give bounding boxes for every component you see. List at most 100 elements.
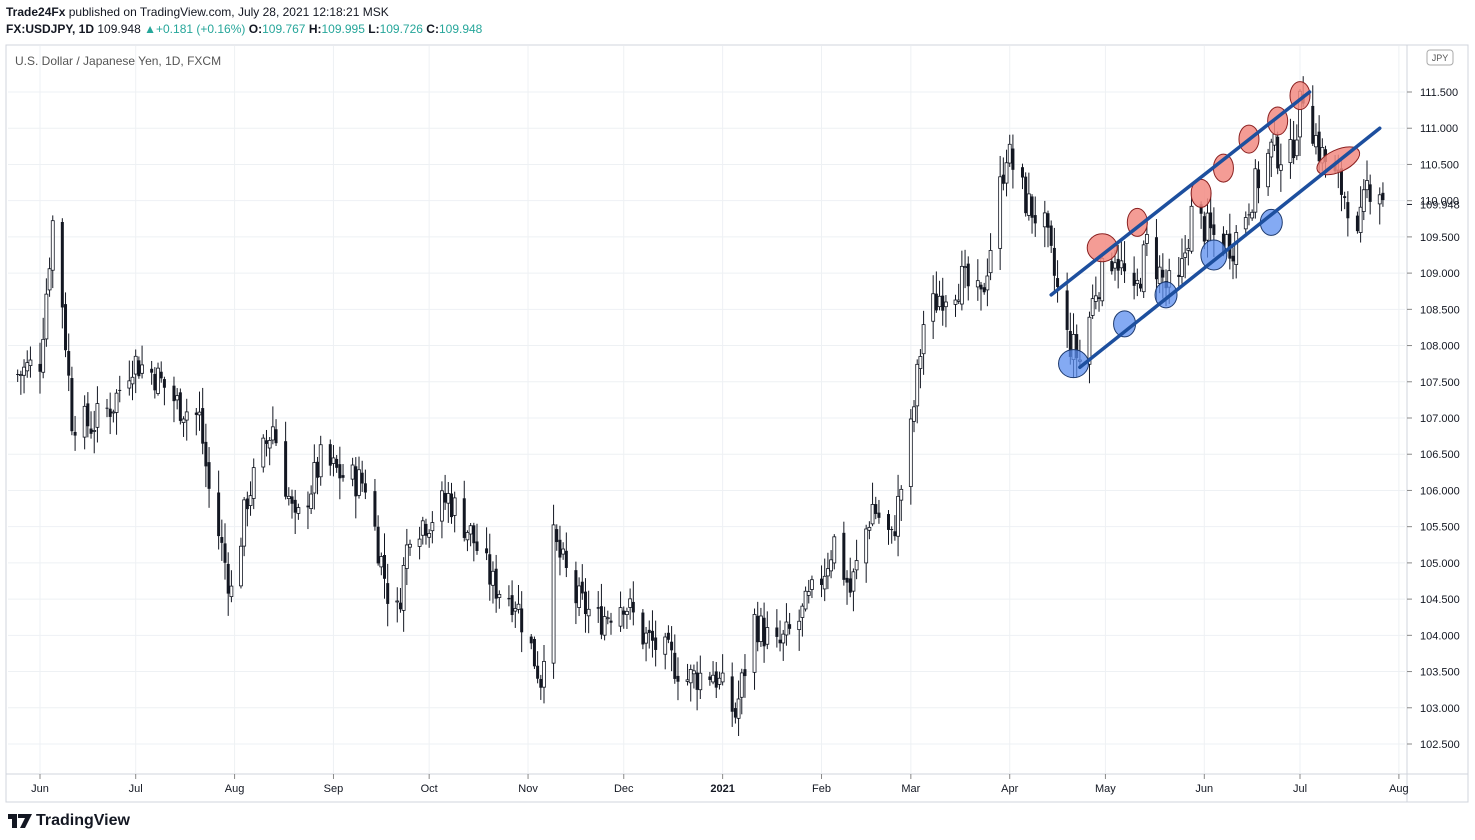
candle xyxy=(1052,227,1056,293)
candle-body-up xyxy=(465,532,470,541)
candle-body-up xyxy=(542,661,546,688)
candle-body-up xyxy=(22,366,26,376)
candle xyxy=(207,447,211,508)
candle xyxy=(874,496,878,520)
candle-body-down xyxy=(1343,196,1347,199)
candle xyxy=(851,568,856,612)
candle-body-down xyxy=(1068,330,1072,357)
candle xyxy=(708,671,712,686)
candle-body-up xyxy=(918,356,923,369)
candle-body-up xyxy=(92,430,97,432)
candle xyxy=(309,485,314,515)
red-highlight-ellipse xyxy=(1190,178,1212,208)
candle-body-down xyxy=(574,570,578,604)
candle xyxy=(1132,256,1136,300)
candle-body-down xyxy=(650,630,654,641)
candle xyxy=(877,499,881,524)
candle xyxy=(1141,240,1146,299)
candle xyxy=(1250,209,1255,221)
candle-body-up xyxy=(752,614,757,673)
candle-body-down xyxy=(845,577,849,583)
low-label: L: xyxy=(368,22,380,36)
candle xyxy=(137,356,141,379)
time-axis[interactable]: Jun Jul Aug Sep Oct Nov Dec 2021 Feb Mar Apr May Jun… xyxy=(31,774,1409,795)
price-change: +0.181 (+0.16%) xyxy=(156,22,246,36)
candle-body-up xyxy=(644,632,648,644)
candle xyxy=(446,482,451,523)
price-axis[interactable]: 111.500 111.000 110.500 110.000 109.500 109.0… xyxy=(1407,87,1460,751)
candle-body-up xyxy=(896,495,900,537)
candle-body-down xyxy=(1030,196,1034,218)
candle-body-down xyxy=(424,523,428,536)
candle-body-up xyxy=(1234,232,1239,265)
candle-body-down xyxy=(363,483,367,493)
candle-body-up xyxy=(803,590,808,610)
candle-body-down xyxy=(1247,214,1251,216)
candle xyxy=(286,487,291,506)
candle-body-up xyxy=(267,440,272,449)
current-price-label: 109.948 xyxy=(1420,199,1460,211)
candle xyxy=(194,407,198,436)
candle-body-up xyxy=(685,679,690,682)
candle xyxy=(379,552,384,576)
high-value: 109.995 xyxy=(321,22,365,36)
time-tick-label: Apr xyxy=(1001,783,1018,795)
candle xyxy=(778,620,782,652)
candle-body-down xyxy=(733,708,737,718)
candle xyxy=(979,281,983,311)
price-tick-label: 104.500 xyxy=(1420,594,1460,606)
currency-badge[interactable]: JPY xyxy=(1426,49,1454,66)
candle xyxy=(998,155,1003,270)
candle xyxy=(443,474,447,510)
time-tick-label: Jul xyxy=(1293,783,1307,795)
candle xyxy=(245,491,249,527)
candle xyxy=(462,480,466,542)
candle-body-down xyxy=(338,464,342,479)
candle xyxy=(86,392,90,438)
candle xyxy=(465,530,470,552)
candle xyxy=(599,583,603,640)
candle-body-down xyxy=(118,389,122,391)
candle-body-down xyxy=(153,373,157,391)
candle-body-up xyxy=(261,437,266,468)
candle-body-up xyxy=(1113,262,1117,269)
candle xyxy=(806,579,811,604)
symbol-label: FX:USDJPY, 1D xyxy=(6,22,95,36)
candle xyxy=(1266,148,1271,196)
candle-body-down xyxy=(631,601,635,613)
trendline[interactable] xyxy=(1049,90,1312,297)
candle xyxy=(92,410,97,454)
trendlines[interactable] xyxy=(1049,90,1382,370)
time-tick-label: Oct xyxy=(421,783,438,795)
candle xyxy=(717,671,722,690)
candle xyxy=(1365,160,1369,199)
candle xyxy=(150,360,154,385)
candle-body-down xyxy=(60,221,64,308)
candle xyxy=(1116,244,1120,289)
candle xyxy=(670,626,674,672)
candle-body-down xyxy=(1199,204,1203,214)
candle xyxy=(931,275,936,339)
candle xyxy=(1007,134,1012,167)
candle xyxy=(494,554,498,613)
publisher-name[interactable]: Trade24Fx xyxy=(6,5,66,19)
footer-brand[interactable]: TradingView xyxy=(8,812,130,830)
candle xyxy=(618,591,623,632)
candle-body-up xyxy=(1358,206,1363,233)
candle xyxy=(887,510,891,545)
candle xyxy=(427,529,432,548)
candle-body-down xyxy=(1292,139,1296,159)
candle-body-down xyxy=(580,581,584,594)
candle xyxy=(870,482,875,527)
candle-body-down xyxy=(510,595,514,616)
candle-body-up xyxy=(577,585,581,608)
candle xyxy=(896,474,900,557)
candle xyxy=(580,564,584,600)
candle xyxy=(274,419,278,446)
candle xyxy=(1046,210,1050,248)
candle xyxy=(1042,200,1047,248)
candle xyxy=(1033,196,1037,237)
trendline[interactable] xyxy=(1078,126,1382,370)
candle xyxy=(1209,191,1213,242)
